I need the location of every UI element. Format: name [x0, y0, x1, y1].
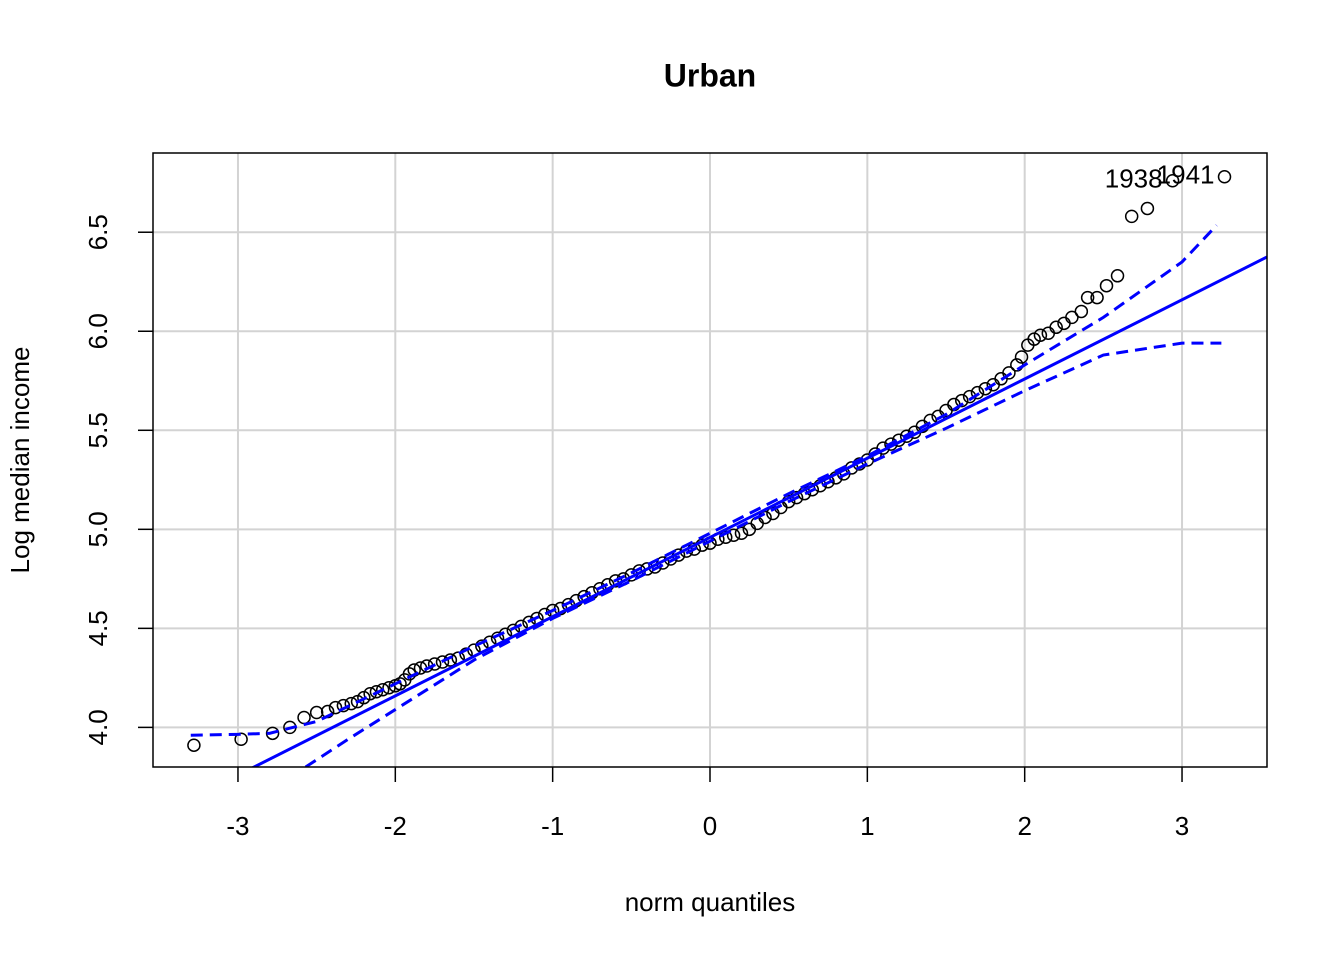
labeled-point — [1165, 173, 1180, 188]
labeled-point — [1217, 170, 1232, 184]
x-tick-label: 2 — [1017, 811, 1031, 841]
point — [328, 700, 343, 715]
x-tick-label: -3 — [226, 811, 249, 841]
point-label: 1938 — [1105, 164, 1163, 194]
point — [1080, 290, 1095, 305]
x-tick-label: -2 — [384, 811, 407, 841]
chart-title: Urban — [664, 57, 756, 93]
point — [1099, 278, 1114, 293]
x-tick-label: 3 — [1175, 811, 1189, 841]
point — [1041, 326, 1056, 340]
point — [309, 705, 324, 720]
point — [265, 726, 280, 741]
point — [1140, 201, 1155, 216]
plot-frame — [152, 152, 1268, 768]
y-tick-label: 5.0 — [83, 511, 113, 547]
point — [718, 530, 733, 544]
point-label: 1941 — [1157, 160, 1215, 190]
y-tick-label: 6.5 — [83, 214, 113, 250]
plot-area — [187, 201, 1267, 767]
y-tick-label: 4.5 — [83, 610, 113, 646]
reference-line — [250, 255, 1267, 767]
point — [1014, 350, 1029, 364]
x-tick-label: -1 — [541, 811, 564, 841]
x-axis-label: norm quantiles — [625, 887, 796, 917]
point — [427, 657, 442, 671]
point — [970, 385, 985, 400]
point — [726, 528, 741, 543]
point — [375, 683, 390, 697]
point — [234, 732, 248, 747]
y-axis-label: Log median income — [5, 347, 35, 574]
point — [750, 516, 764, 531]
point — [978, 381, 993, 396]
point — [955, 393, 969, 408]
point — [1124, 209, 1139, 224]
y-tick-label: 6.0 — [83, 313, 113, 349]
point — [1090, 290, 1104, 305]
point — [1110, 269, 1125, 283]
point — [187, 738, 201, 752]
point — [1049, 320, 1063, 335]
point — [369, 684, 384, 699]
x-tick-label: 1 — [860, 811, 874, 841]
confidence-envelope — [304, 341, 1222, 767]
point — [1074, 304, 1089, 319]
point — [435, 655, 450, 669]
y-tick-label: 4.0 — [83, 709, 113, 745]
x-tick-label: 0 — [703, 811, 717, 841]
point — [1065, 310, 1079, 325]
confidence-envelope — [190, 224, 1218, 737]
point — [1033, 328, 1048, 342]
point — [1002, 366, 1016, 380]
y-tick-label: 5.5 — [83, 412, 113, 448]
point — [297, 710, 311, 725]
point — [734, 526, 749, 541]
